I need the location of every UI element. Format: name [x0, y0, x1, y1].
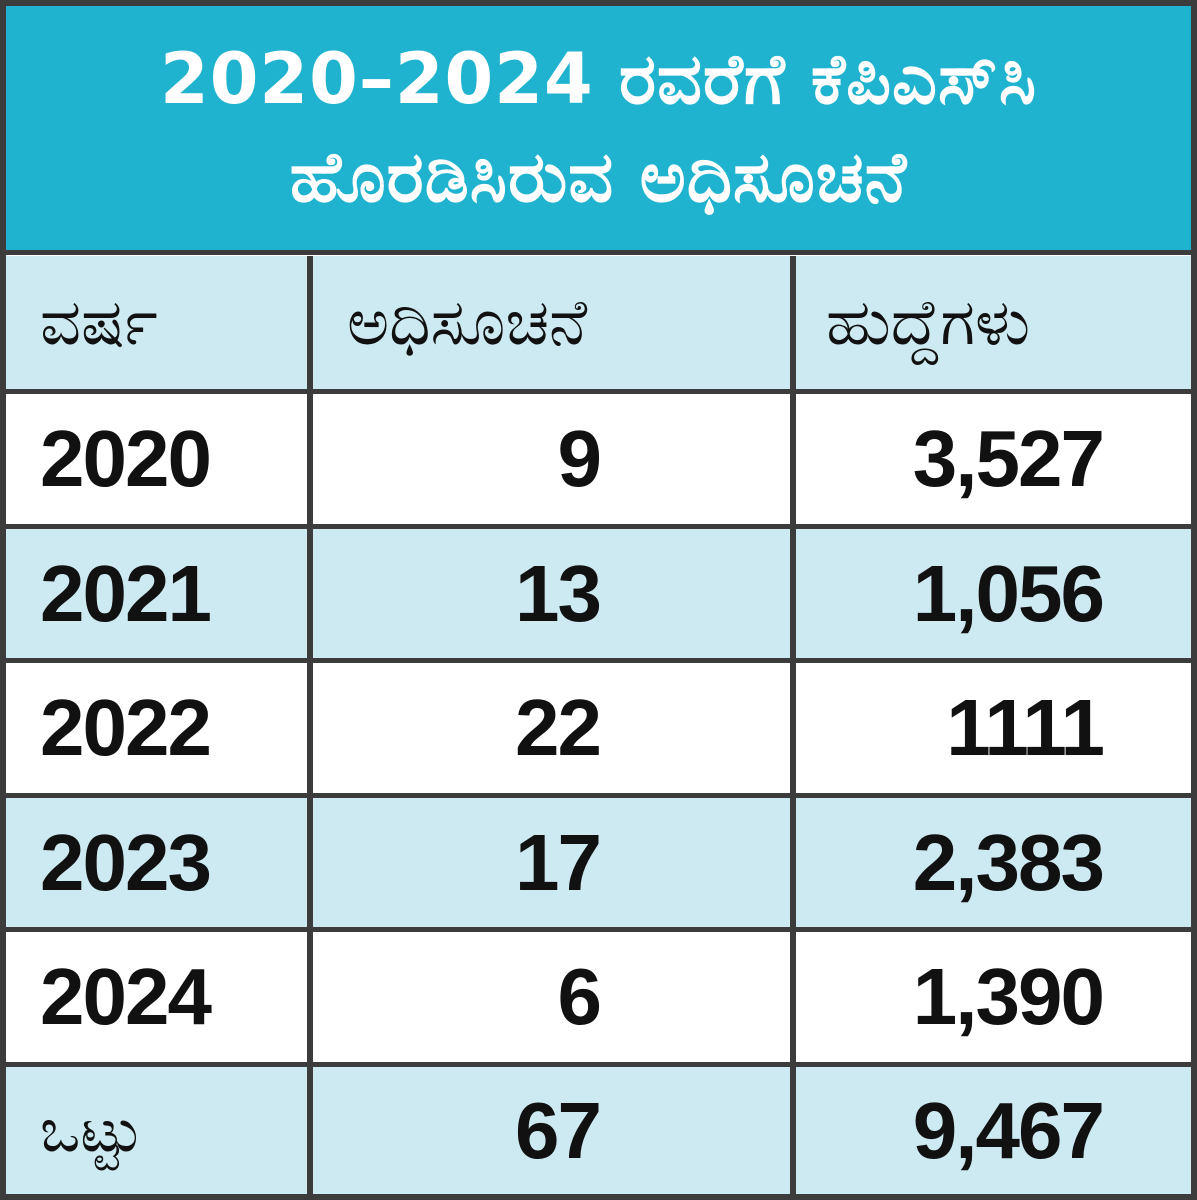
- row-divider: [6, 927, 1191, 932]
- row-divider: [6, 658, 1191, 663]
- posts-cell: 1111: [946, 683, 1105, 772]
- title-line-1: 2020–2024 ರವರೆಗೆ ಕೆಪಿಎಸ್‌ಸಿ: [160, 38, 1037, 120]
- header-posts: ಹುದ್ದೆಗಳು: [826, 285, 1031, 360]
- table-total-row: ಒಟ್ಟು 67 9,467: [6, 1067, 1191, 1194]
- year-cell: 2024: [6, 932, 313, 1062]
- row-divider: [6, 389, 1191, 394]
- table-header-row: ವರ್ಷ ಅಧಿಸೂಚನೆ ಹುದ್ದೆಗಳು: [6, 256, 1191, 389]
- notifications-cell: 17: [313, 798, 796, 927]
- year-cell: 2021: [6, 529, 313, 658]
- table-row: 2023 17 2,383: [6, 798, 1191, 927]
- header-notifications: ಅಧಿಸೂಚನೆ: [313, 256, 796, 389]
- notifications-cell: 13: [313, 529, 796, 658]
- year-cell: 2020: [6, 394, 313, 524]
- total-notifications: 67: [313, 1067, 796, 1194]
- table-row: 2021 13 1,056: [6, 529, 1191, 658]
- table-row: 2022 22 1111: [6, 663, 1191, 793]
- title-band: 2020–2024 ರವರೆಗೆ ಕೆಪಿಎಸ್‌ಸಿ ಹೊರಡಿಸಿರುವ ಅ…: [6, 6, 1191, 250]
- posts-cell: 3,527: [912, 414, 1105, 503]
- year-cell: 2023: [6, 798, 313, 927]
- data-table: ವರ್ಷ ಅಧಿಸೂಚನೆ ಹುದ್ದೆಗಳು 2020 9 3,527 202…: [6, 256, 1191, 1194]
- posts-cell: 1,390: [912, 952, 1105, 1041]
- title-divider: [6, 250, 1191, 255]
- row-divider: [6, 793, 1191, 798]
- notifications-cell: 22: [313, 663, 796, 793]
- posts-cell: 1,056: [912, 548, 1105, 638]
- year-cell: 2022: [6, 663, 313, 793]
- total-label: ಒಟ್ಟು: [6, 1067, 313, 1194]
- total-posts: 9,467: [912, 1085, 1105, 1175]
- notifications-cell: 9: [313, 394, 796, 524]
- row-divider: [6, 524, 1191, 529]
- table-row: 2024 6 1,390: [6, 932, 1191, 1062]
- title-line-2: ಹೊರಡಿಸಿರುವ ಅಧಿಸೂಚನೆ: [289, 136, 908, 218]
- row-divider: [6, 1062, 1191, 1067]
- table-row: 2020 9 3,527: [6, 394, 1191, 524]
- notifications-cell: 6: [313, 932, 796, 1062]
- posts-cell: 2,383: [912, 817, 1105, 907]
- header-year: ವರ್ಷ: [6, 256, 313, 389]
